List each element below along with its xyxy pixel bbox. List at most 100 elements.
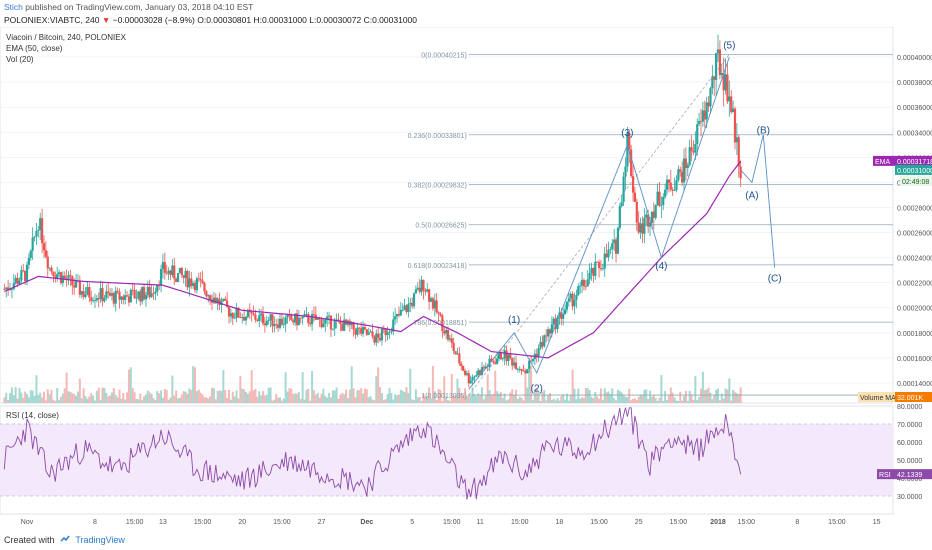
volume-bar	[456, 378, 459, 403]
volume-bar	[490, 394, 493, 403]
candle-body	[667, 179, 671, 183]
candle-body	[25, 264, 29, 282]
rsi-tick-label: 30.0000	[897, 494, 922, 501]
volume-bar	[632, 398, 635, 403]
price-tick-label: 0.00040000	[897, 55, 932, 62]
main-pane[interactable]	[0, 27, 894, 404]
candle-body	[305, 313, 308, 315]
volume-bar	[720, 393, 723, 403]
candle-body	[167, 270, 170, 274]
candle-body	[590, 267, 593, 274]
candle-body	[57, 272, 61, 275]
candle-body	[437, 312, 440, 314]
candle-body	[114, 290, 117, 304]
candle-body	[669, 182, 672, 190]
time-axis[interactable]: Nov 8 15:00 13 15:00 20 15:00 27 Dec 5 15:00 11 15:0…	[0, 513, 893, 526]
candle-body	[67, 275, 70, 281]
candle-body	[178, 267, 182, 274]
volume-bar	[233, 396, 236, 403]
candle-body	[512, 362, 516, 366]
volume-bar	[294, 393, 297, 403]
volume-bar	[201, 394, 204, 403]
volume-bar	[307, 388, 310, 403]
candle-body	[99, 288, 102, 300]
author-link[interactable]: Stich	[4, 2, 23, 12]
volume-bar	[116, 397, 119, 403]
volume-bar	[622, 394, 625, 403]
wave-label: (1)	[508, 315, 520, 326]
volume-bar	[599, 388, 602, 403]
volume-bar	[439, 390, 442, 403]
volume-bar	[452, 396, 455, 403]
candle-body	[739, 166, 742, 179]
volume-ma-value-bg	[895, 392, 932, 402]
volume-bar	[299, 399, 302, 403]
volume-bar	[93, 400, 96, 403]
price-badge: 0.00031000	[897, 168, 932, 175]
volume-bar	[278, 397, 281, 403]
volume-bar	[197, 389, 200, 403]
candle-body	[686, 165, 689, 169]
volume-bar	[182, 391, 185, 403]
vol-legend: Vol (20)	[6, 55, 34, 64]
candle-body	[737, 137, 740, 167]
volume-bar	[641, 395, 644, 403]
candle-body	[692, 151, 695, 153]
volume-bar	[56, 387, 59, 403]
candle-body	[616, 227, 620, 254]
volume-bar	[513, 394, 516, 403]
volume-bar	[509, 392, 512, 403]
candle-body	[628, 132, 631, 150]
candle-body	[324, 319, 327, 324]
volume-bar	[684, 390, 687, 403]
volume-bar	[175, 390, 178, 403]
chart-svg[interactable]: 0(0.00040215) 0.236(0.00033801) 0.382(0.00…	[0, 27, 932, 530]
candle-body	[469, 380, 472, 384]
candle-body	[522, 370, 525, 372]
candle-body	[112, 293, 115, 304]
price-axis[interactable]: 0.00040000 0.00038000 0.00036000 0.00034000…	[897, 55, 932, 388]
candle-body	[144, 294, 148, 300]
candle-body	[494, 362, 497, 364]
volume-bar	[267, 387, 270, 403]
chart-frame[interactable]: 0(0.00040215) 0.236(0.00033801) 0.382(0.00…	[0, 27, 932, 530]
volume-bar	[401, 390, 404, 403]
volume-bar	[290, 388, 293, 403]
candle-body	[679, 169, 682, 172]
volume-bar	[322, 388, 325, 403]
volume-bar	[520, 397, 523, 403]
candle-body	[171, 265, 174, 275]
candle-body	[48, 267, 51, 269]
volume-bar	[507, 399, 510, 403]
volume-bar	[9, 393, 12, 403]
candle-body	[165, 272, 168, 274]
candle-body	[671, 189, 674, 191]
volume-bar	[92, 395, 95, 403]
volume-bar	[616, 389, 619, 403]
volume-bar	[367, 397, 370, 403]
candle-body	[730, 96, 733, 113]
candle-body	[371, 331, 374, 337]
volume-bar	[728, 378, 731, 403]
tradingview-brand[interactable]: TradingView	[75, 535, 125, 545]
candle-body	[365, 329, 368, 335]
volume-bar	[312, 390, 315, 403]
candle-body	[18, 280, 21, 284]
volume-bar	[163, 388, 166, 403]
volume-bar	[445, 396, 448, 403]
candle-body	[226, 300, 229, 307]
candle-body	[631, 176, 635, 193]
time-tick-label: 15:00	[828, 519, 846, 526]
volume-bar	[156, 390, 159, 403]
time-tick-label: 11	[476, 519, 483, 526]
candle-body	[722, 73, 725, 91]
candle-body	[443, 331, 446, 334]
candle-body	[471, 376, 474, 381]
volume-bar	[424, 396, 427, 403]
candle-body	[682, 158, 686, 183]
candle-body	[650, 211, 654, 223]
candle-body	[514, 362, 518, 370]
candle-body	[520, 368, 523, 371]
volume-bar	[320, 393, 323, 403]
volume-bar	[286, 391, 289, 403]
